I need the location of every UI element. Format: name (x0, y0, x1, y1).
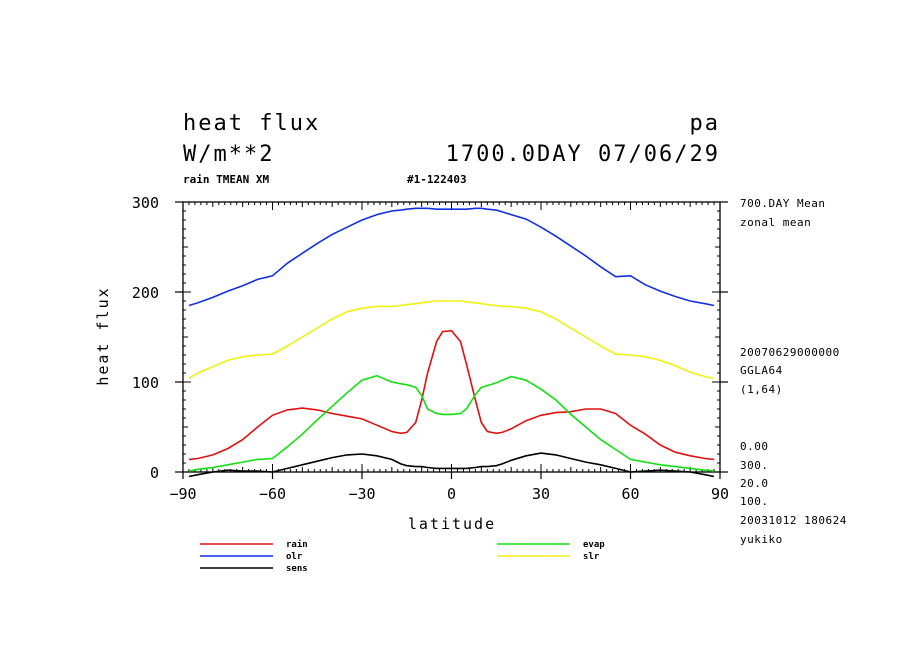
legend-label-evap: evap (583, 540, 605, 550)
x-tick-label: 30 (532, 485, 550, 503)
y-tick-label: 200 (132, 284, 159, 302)
legend: rain evap olr slr sens (200, 539, 605, 574)
info-range: (1,64) (740, 383, 783, 396)
info-zonal: zonal mean (740, 216, 811, 229)
series-line-slr (188, 300, 715, 380)
subtitle-mid: #1-122403 (407, 173, 467, 186)
legend-label-olr: olr (286, 552, 303, 562)
subtitle-left: rain TMEAN XM (183, 173, 269, 186)
title-right: pa (690, 111, 721, 136)
info-grid: GGLA64 (740, 364, 783, 377)
y-tick-label: 300 (132, 194, 159, 212)
legend-label-sens: sens (286, 564, 308, 574)
info-date: 20070629000000 (740, 346, 840, 359)
x-tick-label: 60 (621, 485, 639, 503)
y-tick-label: 100 (132, 374, 159, 392)
info-timestamp: 20031012 180624 (740, 514, 847, 527)
legend-label-slr: slr (583, 552, 600, 562)
info-val4: 100. (740, 495, 769, 508)
info-mean: 700.DAY Mean (740, 197, 825, 210)
y-axis-label: heat flux (94, 286, 112, 385)
x-tick-label: −60 (259, 485, 286, 503)
plot-area: −90 −60 −30 0 30 60 90 0 100 200 300 (132, 194, 729, 503)
info-val1: 0.00 (740, 440, 769, 453)
info-val3: 20.0 (740, 477, 769, 490)
series-line-sens (188, 452, 715, 478)
units-label: W/m**2 (183, 142, 274, 167)
x-axis-label: latitude (408, 515, 496, 533)
y-tick-label: 0 (150, 464, 159, 482)
series-line-olr (188, 207, 715, 307)
info-user: yukiko (740, 533, 783, 546)
x-tick-label: −90 (169, 485, 196, 503)
series-line-rain (188, 329, 715, 461)
date-label: 1700.0DAY 07/06/29 (446, 142, 720, 167)
legend-label-rain: rain (286, 539, 308, 550)
info-val2: 300. (740, 459, 769, 472)
x-tick-label: −30 (348, 485, 375, 503)
chart-title: heat flux (183, 111, 320, 136)
x-tick-label: 0 (447, 485, 456, 503)
series-line-evap (188, 374, 715, 472)
x-tick-label: 90 (711, 485, 729, 503)
